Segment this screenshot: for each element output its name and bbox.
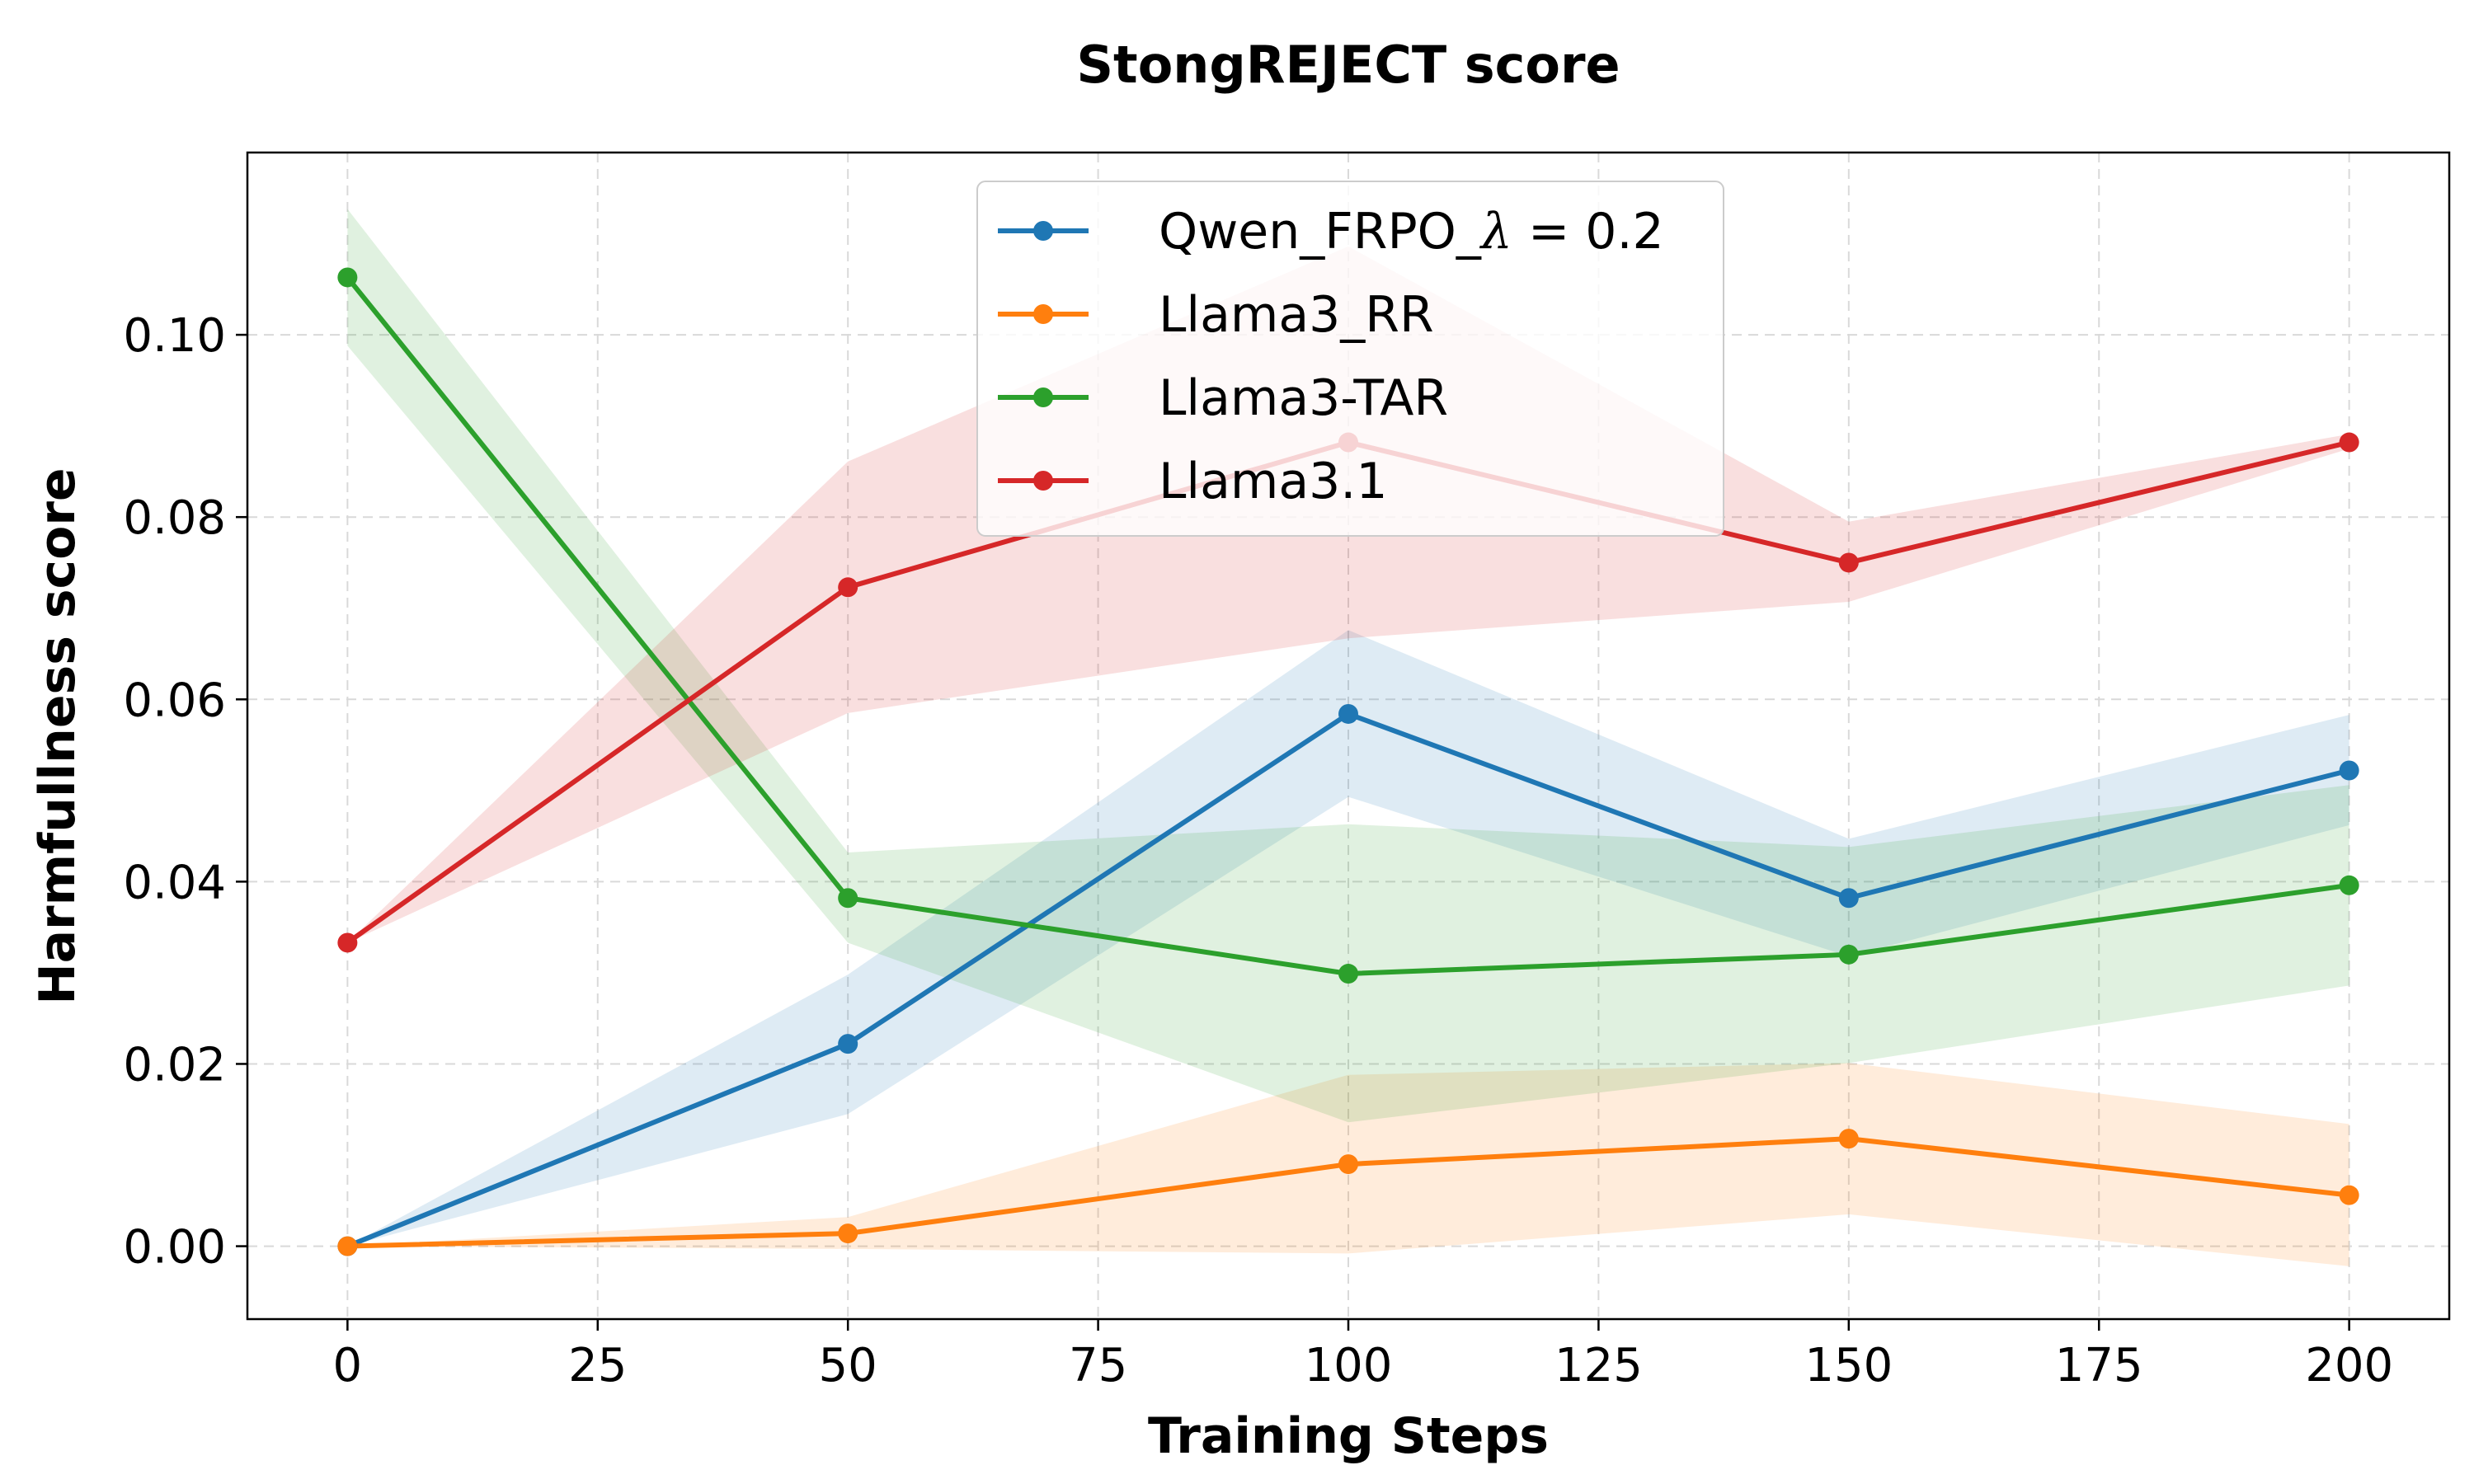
x-tick-label: 50 [819,1339,877,1392]
data-point [838,1223,858,1244]
legend-label: Llama3.1 [1159,453,1388,510]
data-point [1338,964,1358,984]
data-point [2339,760,2359,781]
data-point [2339,432,2359,453]
y-tick-label: 0.04 [123,856,226,909]
data-point [838,1034,858,1054]
tick-labels: 0 25 50 75 100 125 150 175 200 0.00 0.02 0.04 0.06 0.… [123,309,2393,1392]
y-tick-label: 0.08 [123,491,226,545]
data-point [337,932,358,953]
grid [247,153,2449,1319]
x-tick-label: 75 [1069,1339,1127,1392]
x-axis-label: Training Steps [1148,1407,1549,1465]
data-point [2339,1185,2359,1205]
y-tick-label: 0.00 [123,1221,226,1275]
legend-label: Qwen_FRPO_λ = 0.2 [1159,203,1664,261]
legend-marker [1033,471,1053,491]
data-point [337,267,358,288]
x-tick-label: 200 [2305,1339,2393,1392]
legend-label: Llama3-TAR [1159,369,1448,427]
chart-title: StongREJECT score [1076,35,1620,95]
y-axis-label: Harmfullness score [29,467,87,1004]
x-tick-label: 150 [1804,1339,1893,1392]
legend-box [976,181,1724,537]
data-point [1838,552,1859,573]
x-tick-label: 125 [1554,1339,1643,1392]
confidence-band [347,630,2349,1247]
x-tick-label: 100 [1305,1339,1393,1392]
data-point [838,577,858,598]
confidence-band [347,246,2349,943]
y-tick-label: 0.10 [123,309,226,363]
data-point [1838,944,1859,965]
legend-marker [1033,387,1053,407]
data-point [838,888,858,909]
x-tick-label: 0 [333,1339,363,1392]
legend-marker [1033,304,1053,324]
data-point [2339,875,2359,895]
data-point [1338,703,1358,724]
x-tick-label: 175 [2055,1339,2143,1392]
data-point [1838,1129,1859,1149]
data-point [1338,1154,1358,1175]
data-point [337,1236,358,1256]
x-tick-label: 25 [568,1339,627,1392]
legend: Qwen_FRPO_λ = 0.2 Llama3_RR Llama3-TAR Llam… [976,181,1724,537]
axis-ticks [236,333,2350,1331]
y-tick-label: 0.02 [123,1038,226,1092]
legend-label: Llama3_RR [1159,286,1434,344]
y-tick-label: 0.06 [123,674,226,727]
data-point [1838,888,1859,909]
legend-marker [1033,221,1053,241]
